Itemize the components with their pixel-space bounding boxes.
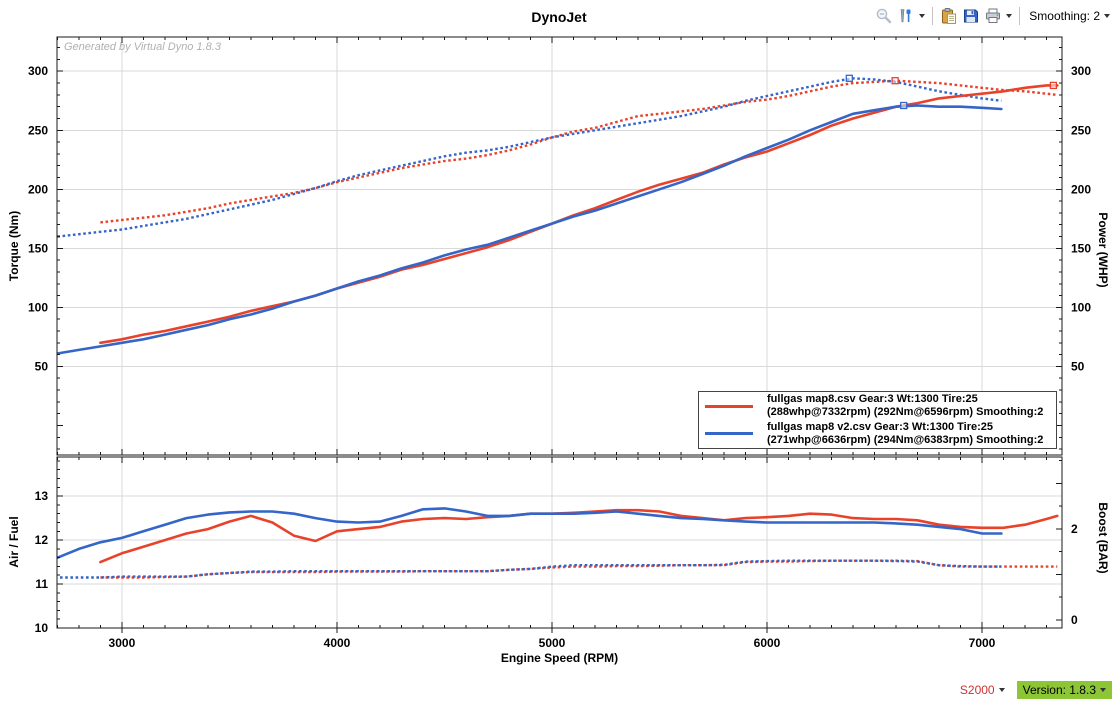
torque-power-panel: 50 100 150 200 250 300 50 100 150 200 250 300 xyxy=(28,36,1091,456)
print-icon xyxy=(986,8,1001,23)
power-axis-title: Power (WHP) xyxy=(1096,212,1110,288)
afr-boost-panel-border xyxy=(56,456,1063,629)
svg-text:13: 13 xyxy=(35,489,49,503)
svg-text:100: 100 xyxy=(1071,300,1091,314)
svg-text:100: 100 xyxy=(28,300,48,314)
svg-text:10: 10 xyxy=(35,621,49,635)
smoothing-dropdown[interactable]: Smoothing: 2 xyxy=(1025,7,1114,25)
boost-axis-title: Boost (BAR) xyxy=(1096,502,1110,574)
svg-text:5000: 5000 xyxy=(539,636,566,650)
svg-text:250: 250 xyxy=(1071,123,1091,137)
series-solid-line xyxy=(99,508,1059,564)
legend-text-blue: fullgas map8 v2.csv Gear:3 Wt:1300 Tire:… xyxy=(767,421,1043,447)
chart-tools-icon xyxy=(900,9,911,23)
svg-text:200: 200 xyxy=(1071,182,1091,196)
legend-entry-blue: fullgas map8 v2.csv Gear:3 Wt:1300 Tire:… xyxy=(699,421,1056,447)
print-button[interactable] xyxy=(982,5,1014,27)
torque-power-panel-border xyxy=(56,36,1063,456)
legend-red-line2: (288whp@7332rpm) (292Nm@6596rpm) Smoothi… xyxy=(767,406,1044,419)
chevron-down-icon xyxy=(1006,14,1013,18)
version-label: Version: 1.8.3 xyxy=(1022,683,1096,697)
status-bar: S2000 Version: 1.8.3 xyxy=(960,681,1112,699)
zoom-out-icon xyxy=(876,8,892,24)
svg-text:200: 200 xyxy=(28,182,48,196)
car-model-dropdown[interactable]: S2000 xyxy=(960,683,1005,697)
x-axis-title: Engine Speed (RPM) xyxy=(500,651,619,665)
legend-red-line1: fullgas map8.csv Gear:3 Wt:1300 Tire:25 xyxy=(767,393,978,406)
legend-entry-red: fullgas map8.csv Gear:3 Wt:1300 Tire:25 … xyxy=(699,393,1056,419)
torque-power-panel-series xyxy=(57,77,1059,355)
chevron-down-icon xyxy=(998,688,1005,692)
toolbar-separator xyxy=(932,7,934,25)
legend: fullgas map8.csv Gear:3 Wt:1300 Tire:25 … xyxy=(698,391,1057,449)
chevron-down-icon xyxy=(1104,14,1110,18)
version-dropdown[interactable]: Version: 1.8.3 xyxy=(1016,681,1112,699)
afr-boost-panel-tick-labels: 10 11 12 13 0 2 3000 4000 5000 6000 7000 xyxy=(35,489,1078,650)
legend-blue-line1: fullgas map8 v2.csv Gear:3 Wt:1300 Tire:… xyxy=(767,420,994,433)
peak-marker xyxy=(891,77,899,85)
series-dotted-line xyxy=(100,559,1058,579)
svg-text:150: 150 xyxy=(28,241,48,255)
toolbar-separator xyxy=(1019,7,1021,25)
torque-power-panel-axis-ticks xyxy=(56,37,1062,455)
chevron-down-icon xyxy=(919,14,926,18)
series-dotted-line xyxy=(100,79,1058,224)
paste-button[interactable] xyxy=(938,5,960,27)
svg-text:3000: 3000 xyxy=(109,636,136,650)
svg-text:50: 50 xyxy=(35,359,49,373)
legend-text-red: fullgas map8.csv Gear:3 Wt:1300 Tire:25 … xyxy=(767,393,1043,419)
afr-boost-panel-axis-ticks xyxy=(56,457,1062,633)
torque-axis-title: Torque (Nm) xyxy=(7,210,21,282)
car-model-label: S2000 xyxy=(959,683,995,697)
afr-axis-title: Air / Fuel xyxy=(7,516,21,568)
legend-line-red xyxy=(705,404,753,408)
svg-text:4000: 4000 xyxy=(324,636,351,650)
series-solid-line xyxy=(57,104,1003,355)
torque-power-panel-tick-labels: 50 100 150 200 250 300 50 100 150 200 250 300 xyxy=(28,64,1091,373)
series-dotted-line xyxy=(57,559,1002,579)
chart-tools-button[interactable] xyxy=(895,5,927,27)
save-button[interactable] xyxy=(960,5,982,27)
svg-text:300: 300 xyxy=(28,64,48,78)
svg-text:11: 11 xyxy=(35,577,48,591)
svg-text:7000: 7000 xyxy=(969,636,996,650)
chevron-down-icon xyxy=(1100,688,1106,692)
series-dotted-line xyxy=(57,77,1002,238)
peak-marker xyxy=(900,101,908,110)
paste-icon xyxy=(942,8,957,24)
torque-power-panel-grid xyxy=(57,37,1062,455)
svg-text:150: 150 xyxy=(1071,241,1091,255)
peak-marker xyxy=(1049,81,1058,90)
svg-text:50: 50 xyxy=(1071,359,1085,373)
afr-boost-panel-grid xyxy=(57,457,1062,628)
svg-text:0: 0 xyxy=(1071,613,1078,627)
afr-boost-panel: 10 11 12 13 0 2 3000 4000 5000 6000 7000 xyxy=(35,456,1078,650)
svg-text:6000: 6000 xyxy=(754,636,781,650)
toolbar: Smoothing: 2 xyxy=(873,4,1114,28)
chart-title: DynoJet xyxy=(531,9,587,25)
legend-blue-line2: (271whp@6636rpm) (294Nm@6383rpm) Smoothi… xyxy=(767,433,1044,446)
save-icon xyxy=(964,9,979,23)
series-solid-line xyxy=(57,507,1003,559)
svg-text:12: 12 xyxy=(35,533,49,547)
peak-marker xyxy=(845,74,853,82)
svg-text:2: 2 xyxy=(1071,522,1078,536)
afr-boost-panel-series xyxy=(57,507,1059,579)
zoom-out-button[interactable] xyxy=(873,5,895,27)
svg-text:300: 300 xyxy=(1071,64,1091,78)
smoothing-label: Smoothing: 2 xyxy=(1029,9,1100,23)
watermark: Generated by Virtual Dyno 1.8.3 xyxy=(64,41,221,53)
legend-line-blue xyxy=(705,432,753,436)
svg-text:250: 250 xyxy=(28,123,48,137)
